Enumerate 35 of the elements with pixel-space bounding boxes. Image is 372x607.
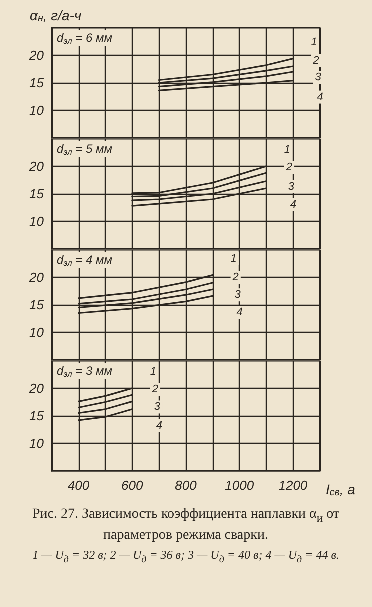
text: Рис. 27. Зависимость коэффициента наплавки α$_{и}$ от параметров режима сварки.: [32, 507, 340, 543]
y-tick-label: 10: [30, 214, 45, 229]
series-label: 1: [230, 252, 237, 265]
text: 4: [156, 420, 163, 432]
y-tick-label: 10: [30, 103, 45, 118]
series-label: 1: [311, 36, 318, 48]
y-tick-label: 15: [30, 408, 45, 424]
y-tick-label: 20: [28, 381, 45, 396]
y-tick-label: 20: [28, 48, 45, 63]
series-label: 1: [150, 366, 157, 378]
series-label: 1: [284, 144, 291, 156]
series-label: 2: [151, 384, 159, 396]
x-tick-label: 600: [122, 478, 144, 493]
text: 4: [317, 91, 324, 104]
x-tick-label: 800: [175, 478, 198, 493]
text: 3: [154, 401, 162, 414]
text: 3: [288, 180, 296, 193]
series-label: 2: [312, 55, 320, 67]
y-tick-label: 10: [30, 325, 45, 340]
text: 3: [315, 72, 322, 84]
text: 4: [236, 306, 243, 319]
x-tick-label: 400: [68, 478, 90, 493]
x-tick-label: 1200: [278, 478, 308, 493]
y-tick-label: 10: [30, 436, 45, 451]
text: 1 — U$_{д}$ = 32 в; 2 — U$_{д}$ = 36 в; 3 — U$_{д}$ = 40 в; 4 — U$_{д}$ = 44 в.: [32, 548, 340, 566]
text: 3: [234, 289, 242, 302]
y-tick-label: 20: [28, 270, 45, 285]
y-tick-label: 15: [30, 76, 45, 90]
x-tick-label: 1000: [225, 478, 255, 493]
text: 4: [290, 199, 297, 211]
series-label: 2: [285, 162, 293, 174]
y-tick-label: 15: [30, 186, 45, 202]
y-tick-label: 20: [28, 159, 45, 174]
series-label: 2: [232, 272, 239, 284]
y-tick-label: 15: [30, 298, 45, 312]
